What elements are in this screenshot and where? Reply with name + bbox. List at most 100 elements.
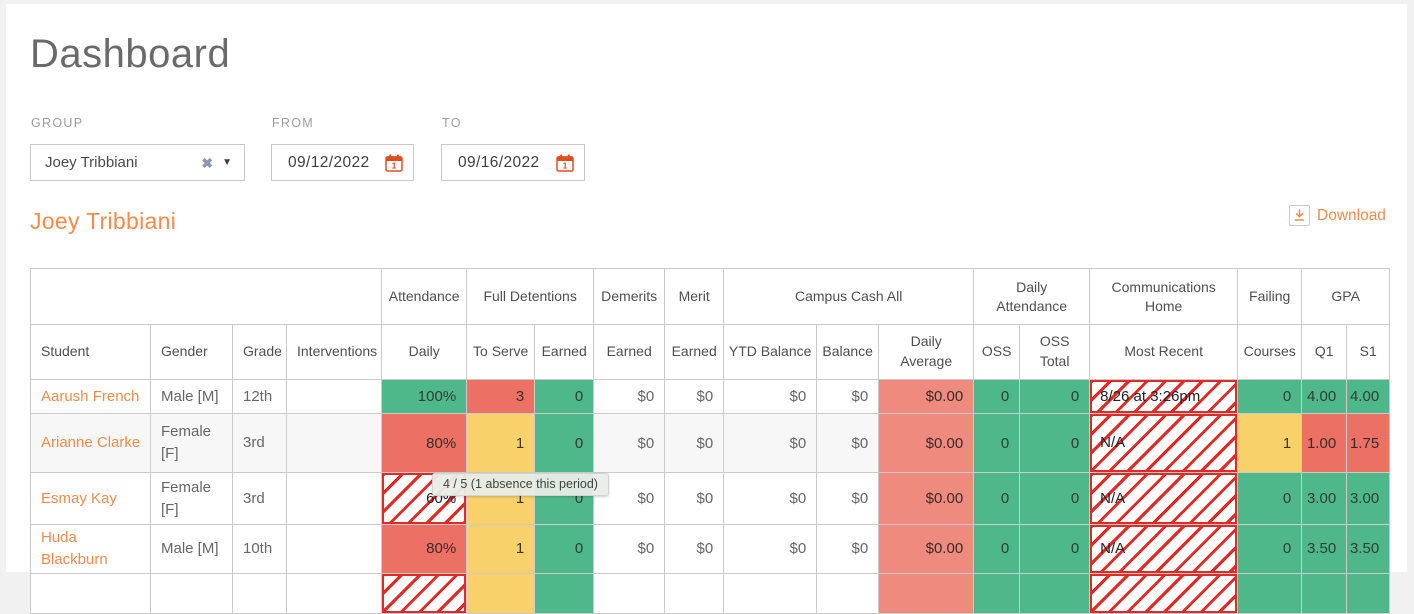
- column-header: OSS Total: [1019, 324, 1091, 380]
- table-cell: $0: [593, 379, 666, 414]
- table-cell: [1019, 572, 1091, 614]
- table-cell: 4.00: [1301, 379, 1348, 414]
- column-header: Courses: [1237, 324, 1303, 380]
- table-cell: $0: [723, 413, 818, 473]
- group-select[interactable]: Joey Tribbiani ✖ ▼: [30, 144, 245, 181]
- column-header: Q1: [1301, 324, 1348, 380]
- student-link[interactable]: Huda Blackburn: [41, 529, 108, 568]
- table-cell: 3rd: [232, 472, 287, 525]
- column-header: To Serve: [466, 324, 536, 380]
- column-header: Balance: [816, 324, 880, 380]
- table-cell: 3: [466, 379, 536, 414]
- table-cell: $0: [664, 472, 725, 525]
- table-cell: 3.00: [1346, 472, 1391, 525]
- table-row: Huda Blackburn Male [M] 10th 80% 1 0 $0 $0 $0 $0 $…: [30, 524, 1391, 574]
- table-cell: $0: [723, 524, 818, 574]
- from-date-value: 09/12/2022: [288, 153, 370, 171]
- from-filter-label: FROM: [272, 116, 314, 130]
- table-cell: $0: [664, 524, 725, 574]
- group-header: Demerits: [593, 268, 666, 325]
- table-cell: 100%: [381, 379, 468, 414]
- table-cell: $0: [664, 379, 725, 414]
- student-cell: [30, 572, 151, 614]
- group-header: [29, 268, 383, 325]
- chevron-down-icon[interactable]: ▼: [222, 156, 232, 168]
- table-cell: 0: [534, 379, 595, 414]
- table-cell: 0: [973, 379, 1021, 414]
- table-cell: 0: [1019, 413, 1091, 473]
- table-cell: 1: [466, 524, 536, 574]
- download-link[interactable]: Download: [1289, 205, 1386, 226]
- table-cell: 0: [1237, 379, 1303, 414]
- student-link[interactable]: Aarush French: [41, 387, 140, 405]
- table-cell: $0: [816, 413, 880, 473]
- table-cell: 8/26 at 3:26pm: [1089, 379, 1239, 414]
- to-filter-label: TO: [442, 116, 462, 130]
- column-header: Grade: [232, 324, 287, 380]
- table-cell: [534, 572, 595, 614]
- column-header: Earned: [593, 324, 666, 380]
- column-header: Gender: [150, 324, 233, 380]
- student-cell: Aarush French: [30, 379, 151, 414]
- column-header: Earned: [664, 324, 725, 380]
- table-cell: 1: [466, 413, 536, 473]
- table-cell: 3.00: [1301, 472, 1348, 525]
- table-cell: 10th: [232, 524, 287, 574]
- table-cell: $0: [816, 472, 880, 525]
- student-link[interactable]: Arianne Clarke: [41, 434, 141, 452]
- to-date-input[interactable]: 09/16/2022 1: [441, 144, 585, 181]
- table-cell: 12th: [232, 379, 287, 414]
- group-filter-label: GROUP: [31, 116, 84, 130]
- clear-icon[interactable]: ✖: [201, 154, 214, 171]
- table-cell: [1089, 572, 1239, 614]
- table-cell: $0.00: [878, 413, 975, 473]
- table-cell: $0: [723, 379, 818, 414]
- table-cell: 1: [1237, 413, 1303, 473]
- student-link[interactable]: Esmay Kay: [41, 489, 117, 507]
- table-cell: $0: [664, 413, 725, 473]
- column-header: Interventions: [285, 324, 383, 380]
- table-cell: 0: [973, 524, 1021, 574]
- table-cell: 0: [1019, 524, 1091, 574]
- table-cell: 0: [973, 472, 1021, 525]
- group-heading: Joey Tribbiani: [30, 208, 177, 234]
- table-cell: $0: [593, 524, 666, 574]
- table-cell: 3rd: [232, 413, 287, 473]
- calendar-icon[interactable]: 1: [556, 153, 574, 172]
- table-cell: [1301, 572, 1348, 614]
- table-cell: [973, 572, 1021, 614]
- from-date-input[interactable]: 09/12/2022 1: [271, 144, 414, 181]
- table-cell: N/A: [1089, 524, 1239, 574]
- table-cell: $0.00: [878, 472, 975, 525]
- table-cell: 0: [1019, 472, 1091, 525]
- table-cell: $0: [593, 413, 666, 473]
- table-cell: $0: [723, 472, 818, 525]
- group-header: GPA: [1301, 268, 1391, 325]
- table-cell: 1.75: [1346, 413, 1391, 473]
- column-header: YTD Balance: [723, 324, 818, 380]
- group-header: Communications Home: [1089, 268, 1239, 325]
- table-row: [30, 572, 1391, 614]
- group-header: Campus Cash All: [723, 268, 975, 325]
- student-cell: Huda Blackburn: [30, 524, 151, 574]
- table-cell: [381, 572, 468, 614]
- student-cell: Esmay Kay: [30, 472, 151, 525]
- tooltip: 4 / 5 (1 absence this period): [432, 473, 609, 496]
- table-cell: 0: [1237, 524, 1303, 574]
- table-cell: 3.50: [1346, 524, 1391, 574]
- calendar-icon[interactable]: 1: [385, 153, 403, 172]
- download-icon[interactable]: [1289, 205, 1310, 226]
- table-cell: 80%: [381, 413, 468, 473]
- table-cell: [664, 572, 725, 614]
- table-cell: 0: [534, 524, 595, 574]
- column-header: Daily: [381, 324, 468, 380]
- column-header: Earned: [534, 324, 595, 380]
- column-header: Daily Average: [878, 324, 975, 380]
- dashboard-table: Attendance Full Detentions Demerits Merit Ca…: [29, 268, 1391, 614]
- table-cell: [285, 524, 383, 574]
- table-cell: [150, 572, 233, 614]
- table-cell: $0: [816, 524, 880, 574]
- table-cell: Female [F]: [150, 472, 233, 525]
- table-cell: [593, 572, 666, 614]
- table-cell: N/A: [1089, 413, 1239, 473]
